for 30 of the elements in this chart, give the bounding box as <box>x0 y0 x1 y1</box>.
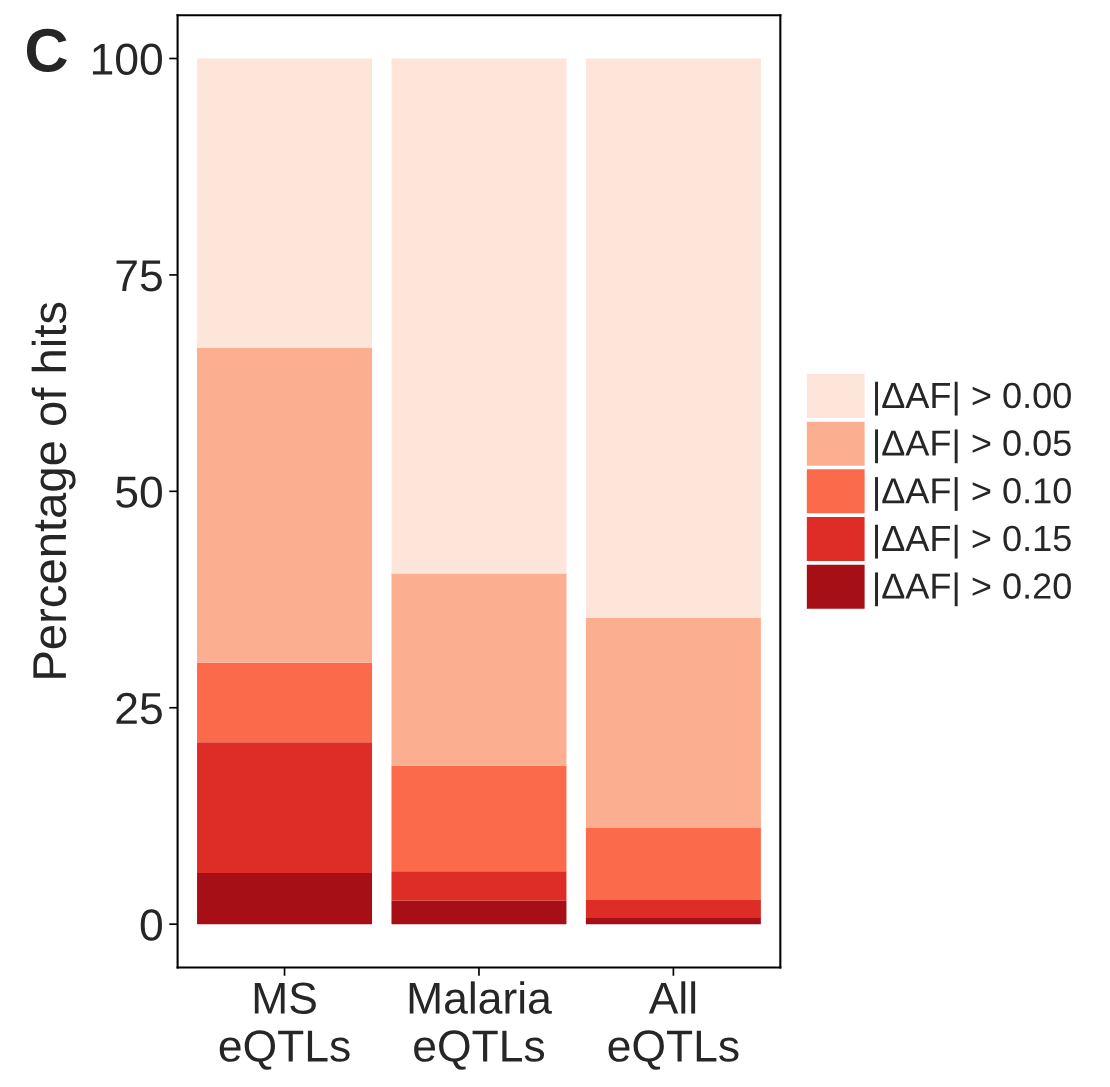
legend-label: |ΔAF| > 0.20 <box>875 572 1071 607</box>
bar <box>585 918 761 925</box>
bar <box>197 662 373 743</box>
bar <box>391 58 567 574</box>
bar <box>585 58 761 618</box>
legend-label: |ΔAF| > 0.00 <box>875 381 1071 416</box>
bar <box>197 58 373 348</box>
bar <box>585 899 761 919</box>
text: C <box>26 28 67 73</box>
y-tick-label: 100 <box>92 43 162 76</box>
bar <box>391 900 567 925</box>
bar <box>197 873 373 925</box>
x-tick-label: MS eQTLs <box>219 982 350 1070</box>
y-tick-label: 0 <box>140 909 162 941</box>
legend-label: |ΔAF| > 0.05 <box>875 429 1071 464</box>
y-axis-title: Percentage of hits <box>31 302 76 678</box>
y-tick-label: 50 <box>116 476 162 508</box>
y-tick-label: 25 <box>116 692 162 725</box>
bar <box>391 871 567 901</box>
y-tick-label: 75 <box>116 260 162 292</box>
bar <box>585 828 761 900</box>
bar <box>197 742 373 874</box>
legend-label: |ΔAF| > 0.15 <box>875 524 1071 559</box>
x-tick-label: Malaria eQTLs <box>409 981 552 1070</box>
bar <box>585 617 761 829</box>
bar <box>391 573 567 766</box>
bar <box>391 765 567 872</box>
bar <box>197 347 373 663</box>
legend-label: |ΔAF| > 0.10 <box>875 477 1071 511</box>
x-tick-label: All eQTLs <box>608 981 739 1070</box>
